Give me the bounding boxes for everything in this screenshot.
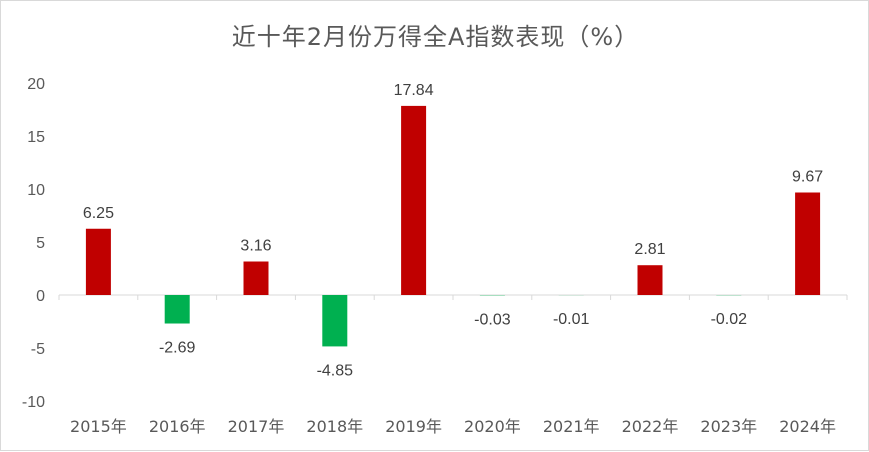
x-category-label: 2020年 (464, 417, 521, 436)
x-category-label: 2018年 (306, 417, 363, 436)
data-label: 6.25 (83, 205, 114, 222)
x-category-label: 2017年 (228, 417, 285, 436)
x-category-label: 2023年 (700, 417, 757, 436)
data-label: 17.84 (394, 82, 434, 99)
data-label: -0.02 (711, 311, 748, 328)
x-category-label: 2016年 (149, 417, 206, 436)
x-category-label: 2024年 (779, 417, 836, 436)
y-tick-label: 0 (36, 288, 45, 305)
y-tick-label: 15 (27, 129, 45, 146)
bar-2016年 (165, 295, 190, 324)
y-tick-label: 5 (36, 235, 45, 252)
bar-2019年 (401, 106, 426, 295)
data-label: 3.16 (240, 238, 271, 255)
bar-2022年 (638, 265, 663, 295)
bar-2017年 (244, 262, 269, 295)
y-tick-label: -5 (31, 341, 45, 358)
bar-2018年 (322, 295, 347, 346)
x-category-label: 2015年 (70, 417, 127, 436)
data-label: 2.81 (634, 241, 665, 258)
bar-2015年 (86, 229, 111, 295)
y-tick-label: -10 (22, 394, 45, 411)
x-category-label: 2022年 (622, 417, 679, 436)
data-label: -2.69 (159, 340, 196, 357)
data-label: 9.67 (792, 168, 823, 185)
x-category-label: 2019年 (385, 417, 442, 436)
data-label: -0.03 (474, 311, 511, 328)
data-label: -0.01 (553, 311, 590, 328)
x-category-label: 2021年 (543, 417, 600, 436)
data-label: -4.85 (317, 362, 354, 379)
y-tick-label: 20 (27, 76, 45, 93)
bar-2024年 (795, 192, 820, 295)
y-tick-label: 10 (27, 182, 45, 199)
